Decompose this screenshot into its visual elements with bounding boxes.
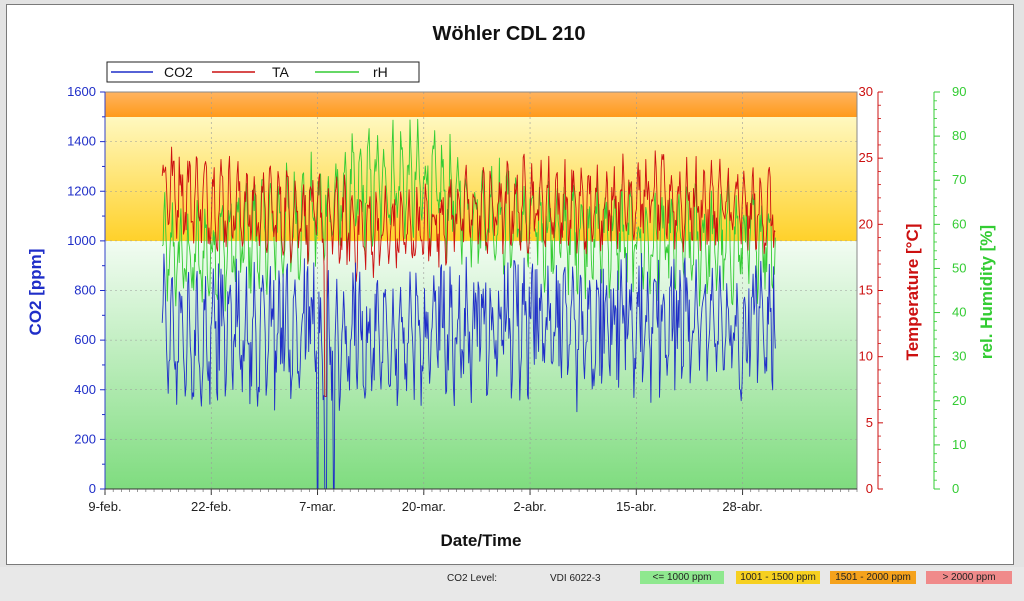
- x-tick-label: 2-abr.: [513, 499, 546, 514]
- co2-tick-label: 600: [74, 332, 96, 347]
- x-axis-label: Date/Time: [441, 531, 522, 550]
- co2-tick-label: 1200: [67, 183, 96, 198]
- humidity-tick-label: 70: [952, 172, 966, 187]
- temperature-tick-label: 20: [859, 216, 873, 231]
- humidity-tick-label: 30: [952, 349, 966, 364]
- temperature-tick-label: 0: [866, 481, 873, 496]
- co2-tick-label: 1000: [67, 233, 96, 248]
- x-axis: 9-feb. 22-feb. 7-mar. 20-mar. 2-abr. 15-abr. 2…: [88, 488, 858, 514]
- x-tick-label: 22-feb.: [191, 499, 231, 514]
- legend-label-ta: TA: [272, 64, 290, 80]
- temperature-tick-label: 10: [859, 349, 873, 364]
- chip-red: > 2000 ppm: [926, 571, 1012, 584]
- band-orange: [105, 92, 857, 117]
- x-tick-label: 20-mar.: [402, 499, 446, 514]
- chip-green: <= 1000 ppm: [640, 571, 724, 584]
- x-tick-label: 9-feb.: [88, 499, 121, 514]
- standard-label: VDI 6022-3: [550, 573, 601, 584]
- co2-axis-label: CO2 [ppm]: [26, 249, 45, 336]
- humidity-tick-label: 80: [952, 128, 966, 143]
- humidity-tick-label: 40: [952, 305, 966, 320]
- co2-level-label: CO2 Level:: [447, 573, 498, 584]
- legend-box: [106, 61, 420, 83]
- series-line-co2: [161, 252, 776, 489]
- chart-frame: 0 200 400 600 800 1000 1200 1400 1600 0 5 10 15 20 25…: [6, 4, 1014, 565]
- humidity-axis: 0 10 20 30 40 50 60 70 80 90: [933, 84, 966, 496]
- co2-tick-label: 200: [74, 431, 96, 446]
- temperature-axis-label: Temperature [°C]: [903, 224, 922, 361]
- humidity-tick-label: 60: [952, 216, 966, 231]
- series-line-ta: [161, 146, 776, 397]
- co2-axis: 0 200 400 600 800 1000 1200 1400 1600: [67, 84, 106, 496]
- humidity-axis-label: rel. Humidity [%]: [977, 225, 996, 359]
- co2-tick-label: 1400: [67, 134, 96, 149]
- chart-title: Wöhler CDL 210: [433, 23, 586, 45]
- co2-tick-label: 400: [74, 382, 96, 397]
- status-bar: CO2 Level: VDI 6022-3 <= 1000 ppm 1001 -…: [0, 567, 1024, 601]
- temperature-tick-label: 25: [859, 150, 873, 165]
- co2-tick-label: 0: [89, 481, 96, 496]
- legend-label-rh: rH: [373, 64, 388, 80]
- temperature-axis: 0 5 10 15 20 25 30: [859, 84, 883, 496]
- humidity-tick-label: 90: [952, 84, 966, 99]
- humidity-tick-label: 0: [952, 481, 959, 496]
- co2-tick-label: 1600: [67, 84, 96, 99]
- humidity-tick-label: 50: [952, 260, 966, 275]
- temperature-tick-label: 5: [866, 415, 873, 430]
- co2-tick-label: 800: [74, 283, 96, 298]
- legend: CO2 TA rH: [106, 61, 420, 83]
- chip-yellow: 1001 - 1500 ppm: [736, 571, 820, 584]
- chip-orange: 1501 - 2000 ppm: [830, 571, 916, 584]
- humidity-tick-label: 10: [952, 437, 966, 452]
- x-tick-label: 7-mar.: [299, 499, 336, 514]
- x-tick-label: 28-abr.: [722, 499, 762, 514]
- legend-label-co2: CO2: [164, 64, 193, 80]
- temperature-tick-label: 15: [859, 283, 873, 298]
- x-tick-label: 15-abr.: [616, 499, 656, 514]
- temperature-tick-label: 30: [859, 84, 873, 99]
- series-group: [161, 118, 776, 489]
- humidity-tick-label: 20: [952, 393, 966, 408]
